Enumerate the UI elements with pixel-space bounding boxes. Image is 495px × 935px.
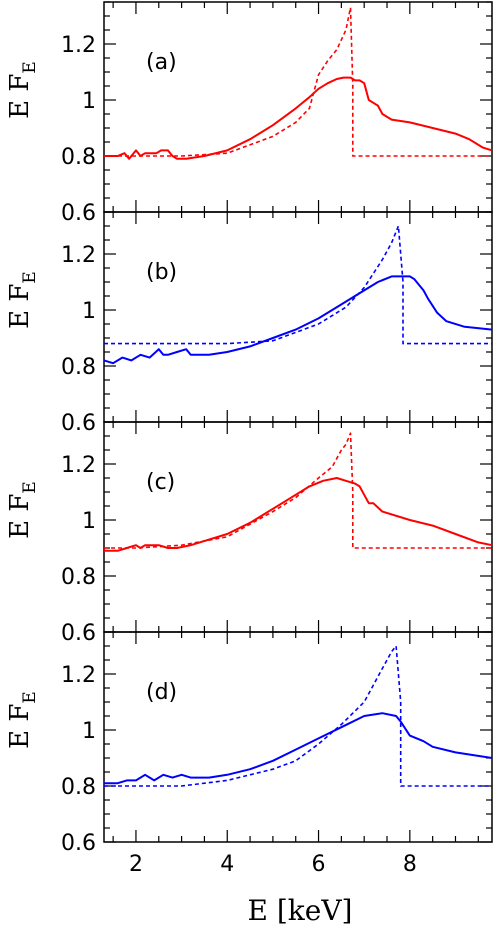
series-line-dashed <box>104 6 492 157</box>
y-tick-label: 1 <box>82 299 96 324</box>
series-line-dashed <box>104 645 492 787</box>
y-tick-label: 1.2 <box>61 453 96 478</box>
chart-panel-2: 0.6 0.8 1 1.2 (c) E FE <box>5 421 493 646</box>
y-tick-label: 0.8 <box>61 355 96 380</box>
y-tick-label: 1.2 <box>61 243 96 268</box>
y-axis-title: E FE <box>5 481 40 539</box>
x-tick-label: 4 <box>220 852 234 877</box>
y-tick-label: 0.8 <box>61 145 96 170</box>
y-tick-label: 1 <box>82 719 96 744</box>
y-tick-label: 0.8 <box>61 565 96 590</box>
panel-label: (a) <box>146 50 177 75</box>
panel-label: (b) <box>146 260 177 285</box>
series-line-solid <box>103 275 493 365</box>
panel-label: (d) <box>146 680 177 705</box>
x-tick-label: 8 <box>403 852 417 877</box>
y-tick-label: 0.6 <box>61 621 96 646</box>
y-tick-label: 0.6 <box>61 411 96 436</box>
y-tick-label: 1.2 <box>61 33 96 58</box>
plot-frame <box>103 211 493 423</box>
y-tick-label: 1.2 <box>61 663 96 688</box>
y-tick-label: 0.8 <box>61 775 96 800</box>
chart-panel-1: 0.6 0.8 1 1.2 (b) E FE <box>5 211 493 436</box>
panels-group: 0.6 0.8 1 1.2 (a) E FE 0.6 0.8 1 1.2 (b) E FE 0.6 0.8… <box>5 1 493 877</box>
series-line-dashed <box>104 225 492 345</box>
y-tick-label: 0.6 <box>61 201 96 226</box>
y-tick-label: 1 <box>82 89 96 114</box>
chart-panel-3: 0.6 0.8 1 1.2 2 4 6 8 (d) E FE <box>5 631 493 877</box>
y-axis-title: E FE <box>5 61 40 119</box>
chart-panel-0: 0.6 0.8 1 1.2 (a) E FE <box>5 1 493 226</box>
x-tick-label: 2 <box>129 852 143 877</box>
y-tick-label: 0.6 <box>61 831 96 856</box>
y-axis-title: E FE <box>5 271 40 329</box>
y-tick-label: 1 <box>82 509 96 534</box>
x-axis-title: E [keV] <box>248 894 353 927</box>
series-line-solid <box>104 712 493 785</box>
x-tick-label: 6 <box>312 852 326 877</box>
series-line-dashed <box>104 432 492 549</box>
panel-label: (c) <box>146 470 175 495</box>
series-line-solid <box>104 76 493 160</box>
plot-frame <box>103 631 493 843</box>
y-axis-title: E FE <box>5 691 40 749</box>
series-line-solid <box>104 477 493 552</box>
